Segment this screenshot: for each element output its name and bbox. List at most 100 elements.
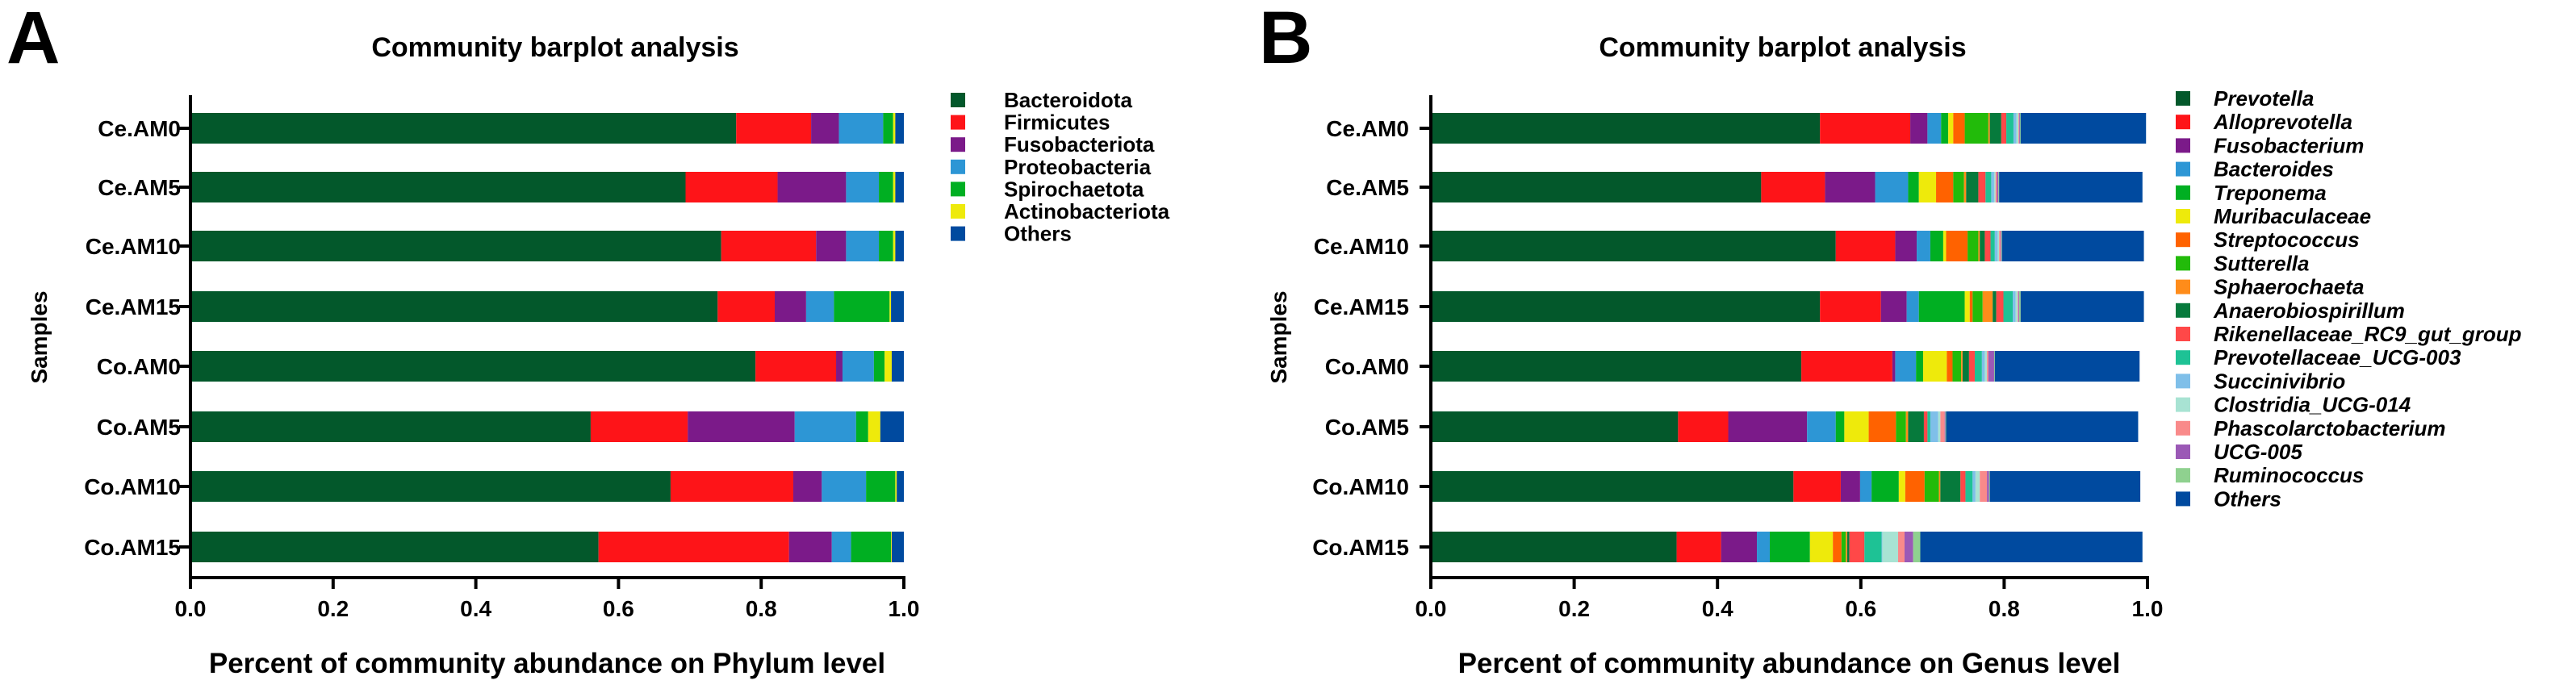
legend-label: Phascolarctobacterium xyxy=(2214,416,2446,440)
bar-segment-Co.AM10-Ruminococcus xyxy=(1988,471,1990,502)
bar-segment-Co.AM0-Fusobacteriota xyxy=(836,351,843,382)
bar-segment-Co.AM10-Others xyxy=(1989,471,2141,502)
bar-segment-Ce.AM15-UCG-005 xyxy=(2018,291,2020,322)
bar-segment-Ce.AM0-Sutterella xyxy=(1964,113,1988,144)
legend-swatch xyxy=(2176,397,2190,412)
bar-segment-Ce.AM10-Bacteroides xyxy=(1917,231,1930,261)
bar-segment-Ce.AM0-Bacteroidota xyxy=(190,113,737,144)
bar-segment-Co.AM15-Others xyxy=(891,532,904,562)
bar-segment-Ce.AM5-Phascolarctobacterium xyxy=(1995,172,1997,202)
bar-segment-Co.AM15-Sutterella xyxy=(1841,532,1846,562)
legend-label: Bacteroidota xyxy=(1004,88,1132,112)
bar-segment-Co.AM15-Firmicutes xyxy=(598,532,789,562)
bar-segment-Ce.AM0-Prevotella xyxy=(1431,113,1821,144)
y-tick-label: Co.AM15 xyxy=(1312,535,1409,560)
x-tick-label: 0.4 xyxy=(460,596,491,621)
bar-segment-Ce.AM10-Phascolarctobacterium xyxy=(1999,231,2001,261)
bar-segment-Ce.AM5-Succinivibrio xyxy=(1991,172,1994,202)
bar-segment-Co.AM15-Spirochaetota xyxy=(851,532,892,562)
bar-segment-Ce.AM0-Phascolarctobacterium xyxy=(2018,113,2020,144)
legend-label: UCG-005 xyxy=(2214,440,2302,464)
bar-segment-Ce.AM0-Spirochaetota xyxy=(883,113,893,144)
bar-segment-Ce.AM5-Rikenellaceae_RC9_gut_group xyxy=(1978,172,1986,202)
bar-segment-Co.AM5-Spirochaetota xyxy=(855,411,868,442)
bar-segment-Co.AM0-Proteobacteria xyxy=(842,351,874,382)
legend-swatch xyxy=(2176,444,2190,459)
bar-segment-Ce.AM0-Fusobacterium xyxy=(1910,113,1928,144)
bar-segment-Ce.AM0-Muribaculaceae xyxy=(1948,113,1954,144)
bar-segment-Co.AM10-Sphaerochaeta xyxy=(1938,471,1941,502)
bar-segment-Co.AM10-Actinobacteriota xyxy=(895,471,897,502)
bar-segment-Ce.AM10-Bacteroidota xyxy=(190,231,721,261)
bar-segment-Ce.AM0-Others xyxy=(895,113,904,144)
bar-segment-Ce.AM5-UCG-005 xyxy=(1997,172,1999,202)
legend-label: Firmicutes xyxy=(1004,111,1110,135)
bar-segment-Ce.AM10-Succinivibrio xyxy=(1994,231,1998,261)
bar-segment-Ce.AM5-Anaerobiospirillum xyxy=(1966,172,1979,202)
bar-segment-Ce.AM0-Treponema xyxy=(1941,113,1949,144)
bar-segment-Co.AM5-Firmicutes xyxy=(590,411,688,442)
bar-segment-Ce.AM10-Fusobacterium xyxy=(1895,231,1917,261)
bar-segment-Co.AM10-Prevotellaceae_UCG-003 xyxy=(1965,471,1973,502)
bar-segment-Co.AM10-Treponema xyxy=(1871,471,1899,502)
bar-segment-Co.AM5-Streptococcus xyxy=(1868,411,1896,442)
bar-segment-Co.AM0-Alloprevotella xyxy=(1801,351,1892,382)
bar-segment-Ce.AM15-Sphaerochaeta xyxy=(1982,291,1993,322)
y-tick-label: Co.AM5 xyxy=(97,415,181,440)
bar-segment-Co.AM0-Anaerobiospirillum xyxy=(1962,351,1969,382)
legend-swatch xyxy=(951,137,965,152)
bar-segment-Co.AM15-Alloprevotella xyxy=(1676,532,1721,562)
bar-segment-Ce.AM5-Streptococcus xyxy=(1936,172,1954,202)
y-tick-label: Ce.AM15 xyxy=(1314,294,1409,319)
bar-segment-Ce.AM10-Rikenellaceae_RC9_gut_group xyxy=(1984,231,1991,261)
legend-label: Prevotella xyxy=(2214,86,2314,111)
bar-segment-Co.AM5-UCG-005 xyxy=(1944,411,1946,442)
legend-swatch xyxy=(951,204,965,219)
bar-segment-Co.AM0-UCG-005 xyxy=(1988,351,1994,382)
panel-b: B Community barplot analysis Ce.AM0 Ce.AM5 C… xyxy=(1259,0,2522,679)
bar-segment-Ce.AM10-Treponema xyxy=(1930,231,1943,261)
bar-segment-Co.AM15-Treponema xyxy=(1770,532,1810,562)
legend-label: Alloprevotella xyxy=(2213,110,2352,134)
bar-segment-Co.AM0-Muribaculaceae xyxy=(1923,351,1947,382)
bar-segment-Ce.AM15-Sutterella xyxy=(1972,291,1983,322)
legend-swatch xyxy=(2176,420,2190,436)
legend-swatch xyxy=(2176,374,2190,389)
bar-segment-Co.AM15-Bacteroidota xyxy=(190,532,599,562)
legend-swatch xyxy=(2176,232,2190,248)
x-tick-label: 0.8 xyxy=(746,596,777,621)
legend-label: Spirochaetota xyxy=(1004,177,1144,201)
bar-segment-Co.AM10-UCG-005 xyxy=(1987,471,1989,502)
bar-segment-Co.AM15-Succinivibrio xyxy=(1881,532,1883,562)
bar-segment-Co.AM10-Anaerobiospirillum xyxy=(1940,471,1961,502)
y-tick-label: Ce.AM10 xyxy=(1314,234,1409,259)
y-tick-label: Co.AM15 xyxy=(84,535,181,560)
bar-segment-Ce.AM10-Anaerobiospirillum xyxy=(1980,231,1985,261)
legend-label: Sphaerochaeta xyxy=(2214,275,2364,299)
bar-segment-Co.AM0-Rikenellaceae_RC9_gut_group xyxy=(1968,351,1975,382)
legend-label: Others xyxy=(1004,222,1072,246)
y-axis-label: Samples xyxy=(1266,290,1291,383)
bar-segment-Ce.AM0-Streptococcus xyxy=(1953,113,1965,144)
legend-swatch xyxy=(951,182,965,197)
bar-segment-Ce.AM10-Fusobacteriota xyxy=(816,231,847,261)
panel-a: A Community barplot analysis Ce.AM0 Ce.AM5 C… xyxy=(6,0,1170,679)
bar-segment-Co.AM5-Actinobacteriota xyxy=(868,411,880,442)
legend-label: Fusobacteriota xyxy=(1004,132,1155,157)
bar-segment-Ce.AM0-Sphaerochaeta xyxy=(1988,113,1990,144)
y-tick-label: Ce.AM10 xyxy=(86,234,181,259)
bar-segment-Co.AM5-Rikenellaceae_RC9_gut_group xyxy=(1923,411,1928,442)
y-tick-label: Co.AM10 xyxy=(1312,474,1409,499)
bar-segment-Ce.AM5-Actinobacteriota xyxy=(893,172,896,202)
bar-segment-Ce.AM0-Ruminococcus xyxy=(2019,113,2021,144)
bar-segment-Ce.AM5-Alloprevotella xyxy=(1761,172,1825,202)
bar-segment-Co.AM15-Actinobacteriota xyxy=(891,532,892,562)
legend-label: Anaerobiospirillum xyxy=(2213,298,2405,323)
bar-segment-Co.AM10-Muribaculaceae xyxy=(1898,471,1905,502)
bar-segment-Co.AM15-Anaerobiospirillum xyxy=(1846,532,1850,562)
bar-segment-Co.AM0-Prevotellaceae_UCG-003 xyxy=(1974,351,1982,382)
bar-segment-Co.AM10-Bacteroides xyxy=(1859,471,1872,502)
bar-segment-Ce.AM0-Others xyxy=(2020,113,2147,144)
bar-segment-Ce.AM5-Bacteroides xyxy=(1875,172,1909,202)
bar-segment-Ce.AM15-Ruminococcus xyxy=(2019,291,2021,322)
